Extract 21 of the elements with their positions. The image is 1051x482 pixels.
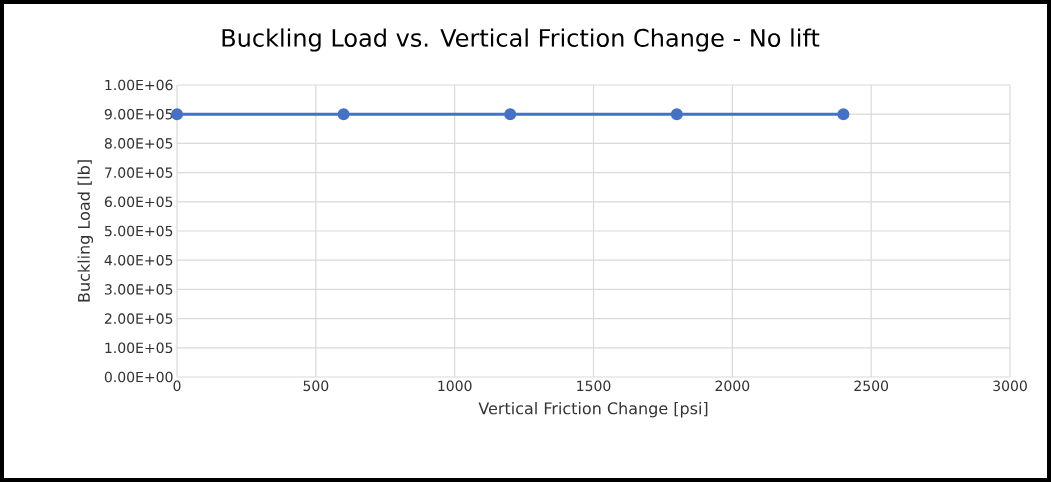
y-tick-label: 8.00E+05: [104, 138, 173, 149]
y-tick-label: 4.00E+05: [104, 254, 173, 266]
x-tick-label: 0: [173, 380, 181, 392]
x-tick-label: 1500: [577, 380, 611, 392]
x-tick-label: 3000: [993, 380, 1027, 392]
y-tick-label: 1.00E+05: [105, 342, 173, 354]
y-tick-label: 1.00E+06: [105, 79, 173, 91]
x-axis-title: Vertical Friction Change [psi]: [478, 401, 708, 418]
x-tick-label: 2000: [715, 380, 750, 392]
y-tick-label: 7.00E+05: [105, 167, 173, 178]
y-tick-label: 3.00E+05: [104, 284, 173, 295]
y-axis-title: Buckling Load [lb]: [77, 160, 94, 302]
y-tick-label: 6.00E+05: [104, 196, 173, 208]
x-tick-label: 500: [303, 380, 329, 392]
chart-title: Buckling Load vs. Vertical Friction Change - No lift: [222, 28, 820, 52]
y-tick-label: 5.00E+05: [104, 225, 173, 237]
x-tick-label: 1000: [438, 380, 472, 392]
y-tick-label: 0.00E+00: [104, 371, 173, 383]
x-tick-label: 2500: [854, 380, 889, 392]
y-tick-label: 2.00E+05: [104, 313, 173, 324]
y-tick-label: 9.00E+05: [104, 108, 173, 120]
